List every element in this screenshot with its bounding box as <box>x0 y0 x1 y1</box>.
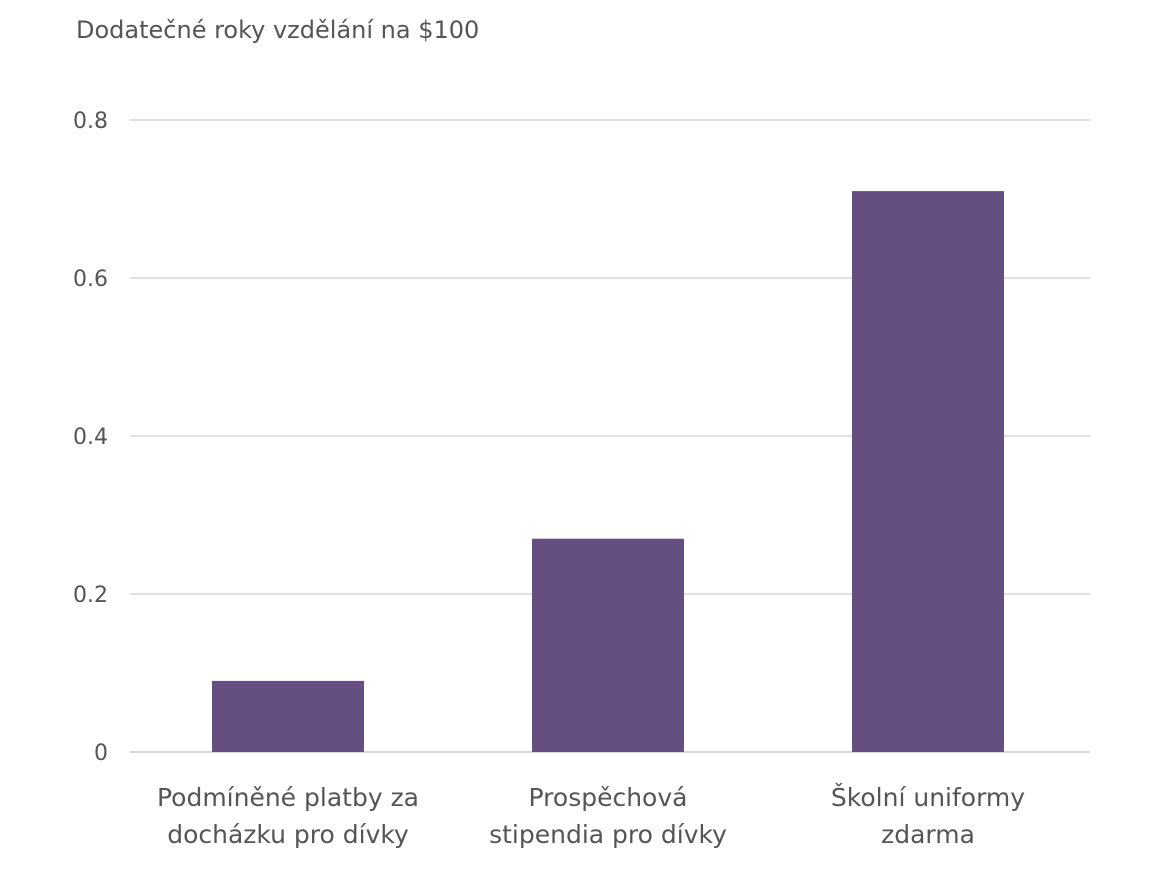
x-category-label-line: docházku pro dívky <box>167 820 409 849</box>
chart-title: Dodatečné roky vzdělání na $100 <box>76 16 479 44</box>
x-category-label-line: zdarma <box>881 820 975 849</box>
bar <box>852 191 1004 753</box>
x-category-label-line: Prospěchová <box>529 783 688 812</box>
x-category-label-line: stipendia pro dívky <box>489 820 727 849</box>
bars-layer <box>212 191 1004 753</box>
x-category-label: Prospěchová stipendia pro dívky <box>489 783 727 849</box>
y-tick-label: 0 <box>94 741 108 766</box>
y-tick-label: 0.2 <box>73 583 108 608</box>
x-category-label: Podmíněné platby za docházku pro dívky <box>157 783 419 849</box>
bar <box>212 680 364 752</box>
x-category-label-line: Podmíněné platby za <box>157 783 419 812</box>
bar <box>532 538 684 752</box>
y-tick-label: 0.8 <box>73 109 108 134</box>
x-category-label: Školní uniformy zdarma <box>831 782 1025 849</box>
x-category-label-line: Školní uniformy <box>831 782 1025 812</box>
y-axis-ticks: 0 0.2 0.4 0.6 0.8 <box>73 109 108 766</box>
x-axis-labels: Podmíněné platby za docházku pro dívky Pro… <box>157 782 1025 849</box>
y-tick-label: 0.4 <box>73 425 108 450</box>
y-tick-label: 0.6 <box>73 267 108 292</box>
